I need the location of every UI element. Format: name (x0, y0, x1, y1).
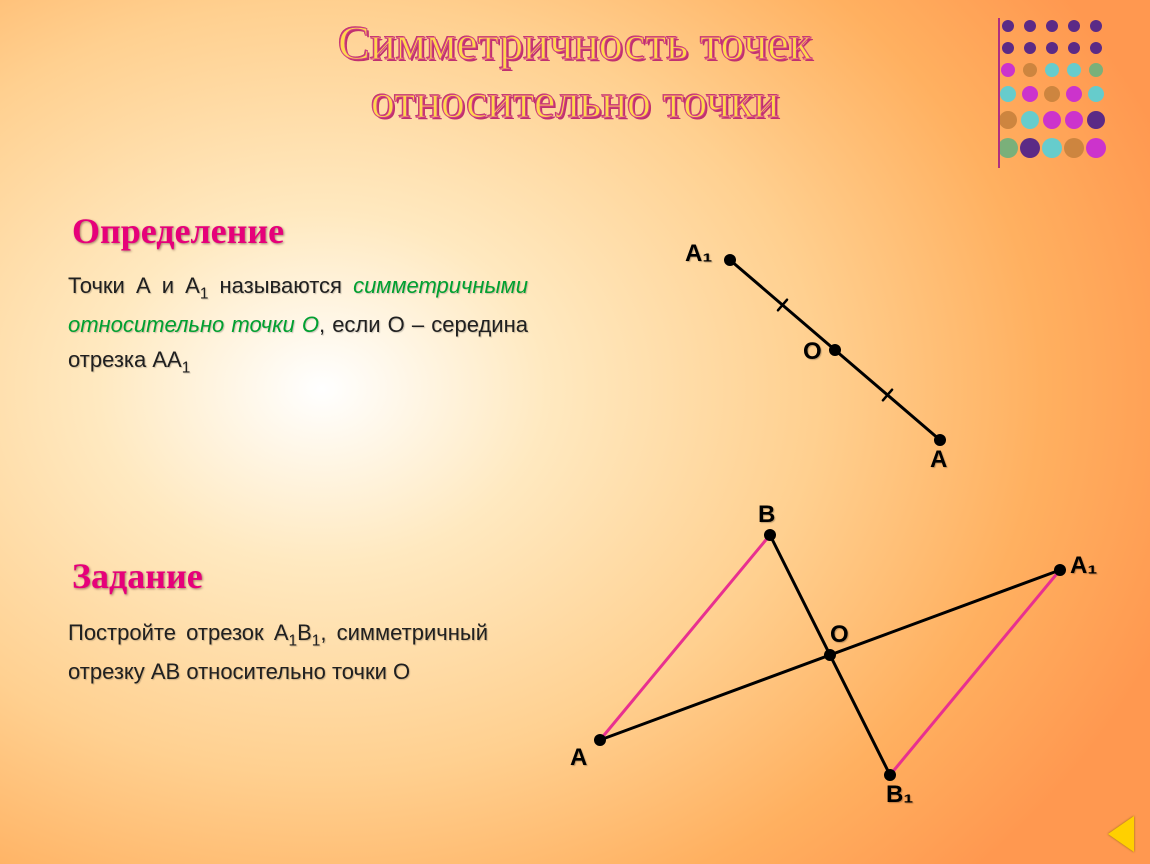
def-t1: Точки А и А (68, 273, 200, 298)
task-heading: Задание (72, 555, 203, 597)
label-a1-top: А₁ (685, 240, 712, 268)
label-a-top: А (930, 446, 947, 474)
task-t2: В (297, 620, 312, 645)
title-line-2: относительно точки (371, 75, 779, 128)
label-a-bot: А (570, 744, 587, 772)
title-line-1: Симметричность точек (338, 17, 812, 70)
label-b-bot: В (758, 501, 775, 529)
label-b1-bot: В₁ (886, 781, 913, 809)
task-text: Постройте отрезок А1В1, симметричный отр… (68, 615, 488, 689)
diagram-segment-task (540, 480, 1100, 800)
decor-dot-grid (1000, 18, 1116, 158)
task-t1: Постройте отрезок А (68, 620, 289, 645)
task-s1: 1 (289, 632, 298, 649)
definition-heading: Определение (72, 210, 284, 252)
def-s2: 1 (182, 360, 191, 377)
def-t2: называются (208, 273, 353, 298)
label-o-top: О (803, 338, 822, 366)
definition-text: Точки А и А1 называются симметричными от… (68, 268, 528, 381)
label-o-bot: О (830, 621, 849, 649)
slide-title: Симметричность точек относительно точки (0, 15, 1150, 130)
label-a1-bot: А₁ (1070, 552, 1097, 580)
prev-slide-button[interactable] (1108, 816, 1134, 852)
